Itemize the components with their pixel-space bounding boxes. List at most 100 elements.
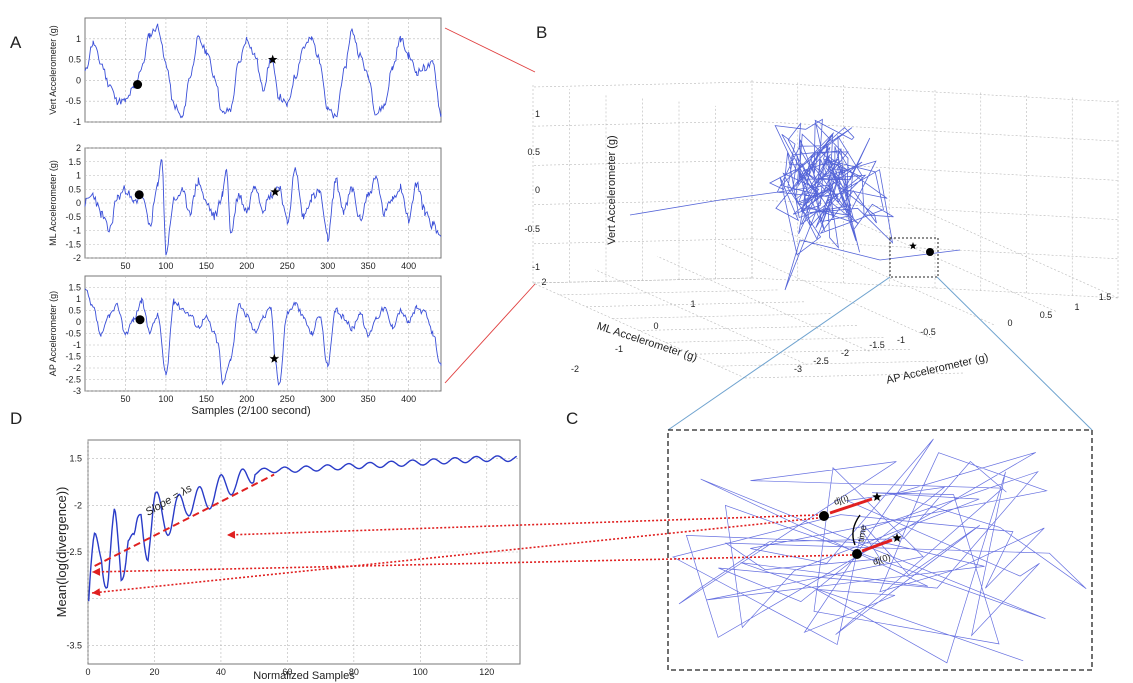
dotted-arrow-line xyxy=(226,514,819,536)
grid-line xyxy=(638,325,859,331)
z-tick-label: 0.5 xyxy=(527,147,540,157)
zoom-region-box xyxy=(889,237,939,278)
divergence-arrows xyxy=(91,514,853,597)
y-tick-label: -2 xyxy=(74,500,82,510)
y-tick-label: -0.5 xyxy=(65,96,81,106)
grid-line xyxy=(559,289,779,296)
panel-letter-a: A xyxy=(10,33,22,52)
grid-line xyxy=(532,282,746,379)
y-tick-label: -1 xyxy=(73,226,81,236)
signal-line xyxy=(84,23,442,119)
y-tick-label: 1 xyxy=(76,34,81,44)
time-label: time xyxy=(856,524,869,542)
samples-axis-label: Samples (2/100 second) xyxy=(191,405,310,417)
y-tick-label: -2 xyxy=(73,253,81,263)
y-tick-label: -0.5 xyxy=(65,329,81,339)
star-marker xyxy=(268,54,278,64)
grid-line xyxy=(843,216,1056,312)
grid-line xyxy=(532,238,753,245)
y-tick-label: -1.5 xyxy=(65,352,81,362)
y-tick-label: 1 xyxy=(76,294,81,304)
ml-tick-label: -2 xyxy=(571,364,579,374)
x-tick-label: 350 xyxy=(361,261,376,271)
y-tick-label: -1 xyxy=(73,340,81,350)
x-tick-label: 200 xyxy=(239,394,254,404)
z-tick-label: -1 xyxy=(532,262,540,272)
y-tick-label: -2.5 xyxy=(65,375,81,385)
x-tick-label: 250 xyxy=(280,261,295,271)
connector-line xyxy=(444,283,536,384)
y-tick-label: 2 xyxy=(76,143,81,153)
grid-line xyxy=(718,360,938,367)
grid-line xyxy=(585,301,806,308)
circle-marker xyxy=(926,248,934,256)
divergence-curve xyxy=(88,455,518,602)
plot-frame xyxy=(84,17,442,123)
y-tick-label: 1.5 xyxy=(69,454,82,464)
ap-axis-label: AP Accelerometer (g) xyxy=(885,351,989,386)
z-axis-label: Vert Accelerometer (g) xyxy=(606,135,618,244)
circle-marker xyxy=(819,511,829,521)
x-tick-label: 350 xyxy=(361,394,376,404)
distance-arrow-0 xyxy=(861,538,893,553)
x-tick-label: 300 xyxy=(320,394,335,404)
grid-line xyxy=(691,348,912,355)
connector-line xyxy=(444,27,536,73)
x-tick-label: 100 xyxy=(158,394,173,404)
ap-tick-label: -3 xyxy=(794,364,802,374)
ml-tick-label: 1 xyxy=(690,299,695,309)
y-tick-label: 0.5 xyxy=(68,55,81,65)
circle-marker xyxy=(852,549,862,559)
star-marker xyxy=(270,187,280,196)
grid-line xyxy=(751,277,1119,299)
state-space-3d-plot: -1 -0.5 0 0.5 1 -2 -1 0 1 2 -3 -2.5 -2 -1.5 -1 -0.5 0 0.5… xyxy=(524,80,1119,387)
grid-line xyxy=(595,269,808,365)
panel-letter-b: B xyxy=(536,23,547,42)
star-marker xyxy=(909,242,917,250)
grid-line xyxy=(744,372,965,379)
x-tick-label: 400 xyxy=(401,261,416,271)
zoom-connector-line xyxy=(667,276,891,431)
x-tick-label: 50 xyxy=(120,394,130,404)
grid-line xyxy=(751,81,1119,103)
zoomed-trajectory xyxy=(672,438,1087,664)
ml-tick-label: 2 xyxy=(541,277,546,287)
ap-tick-label: -1.5 xyxy=(869,340,885,350)
distance-arrow-i xyxy=(829,497,873,515)
y-tick-label: -3 xyxy=(73,386,81,396)
star-marker xyxy=(892,533,902,542)
zoom-frame xyxy=(667,429,1093,671)
y-tick-label: 1 xyxy=(76,171,81,181)
ap-tick-label: -2 xyxy=(841,348,849,358)
y-tick-label: -1.5 xyxy=(65,239,81,249)
y-tick-label: -2.5 xyxy=(66,547,82,557)
grid-line xyxy=(532,81,753,88)
star-marker xyxy=(872,492,882,501)
ap-tick-label: 1.5 xyxy=(1099,292,1112,302)
y-tick-label: 0.5 xyxy=(68,306,81,316)
y-tick-label: 0 xyxy=(76,198,81,208)
y-tick-label: -2 xyxy=(73,363,81,373)
y-axis-label: AP Accelerometer (g) xyxy=(48,291,58,376)
y-tick-label: 0 xyxy=(76,317,81,327)
ap-tick-label: 0.5 xyxy=(1040,310,1053,320)
y-tick-label: 0.5 xyxy=(68,184,81,194)
x-tick-label: 120 xyxy=(479,667,494,677)
grid-line xyxy=(532,120,753,127)
x-tick-label: 80 xyxy=(349,667,359,677)
ml-tick-label: 0 xyxy=(653,321,658,331)
x-tick-label: 150 xyxy=(199,261,214,271)
circle-marker xyxy=(133,80,143,90)
x-tick-label: 400 xyxy=(401,394,416,404)
ap-tick-label: -2.5 xyxy=(813,356,829,366)
x-tick-label: 300 xyxy=(320,261,335,271)
dotted-arrow-line xyxy=(91,517,819,594)
z-tick-label: 1 xyxy=(535,109,540,119)
x-tick-label: 50 xyxy=(120,261,130,271)
y-tick-label: 1.5 xyxy=(68,283,81,293)
grid-line xyxy=(665,337,885,343)
z-tick-label: -0.5 xyxy=(524,224,540,234)
circle-marker xyxy=(134,190,144,200)
